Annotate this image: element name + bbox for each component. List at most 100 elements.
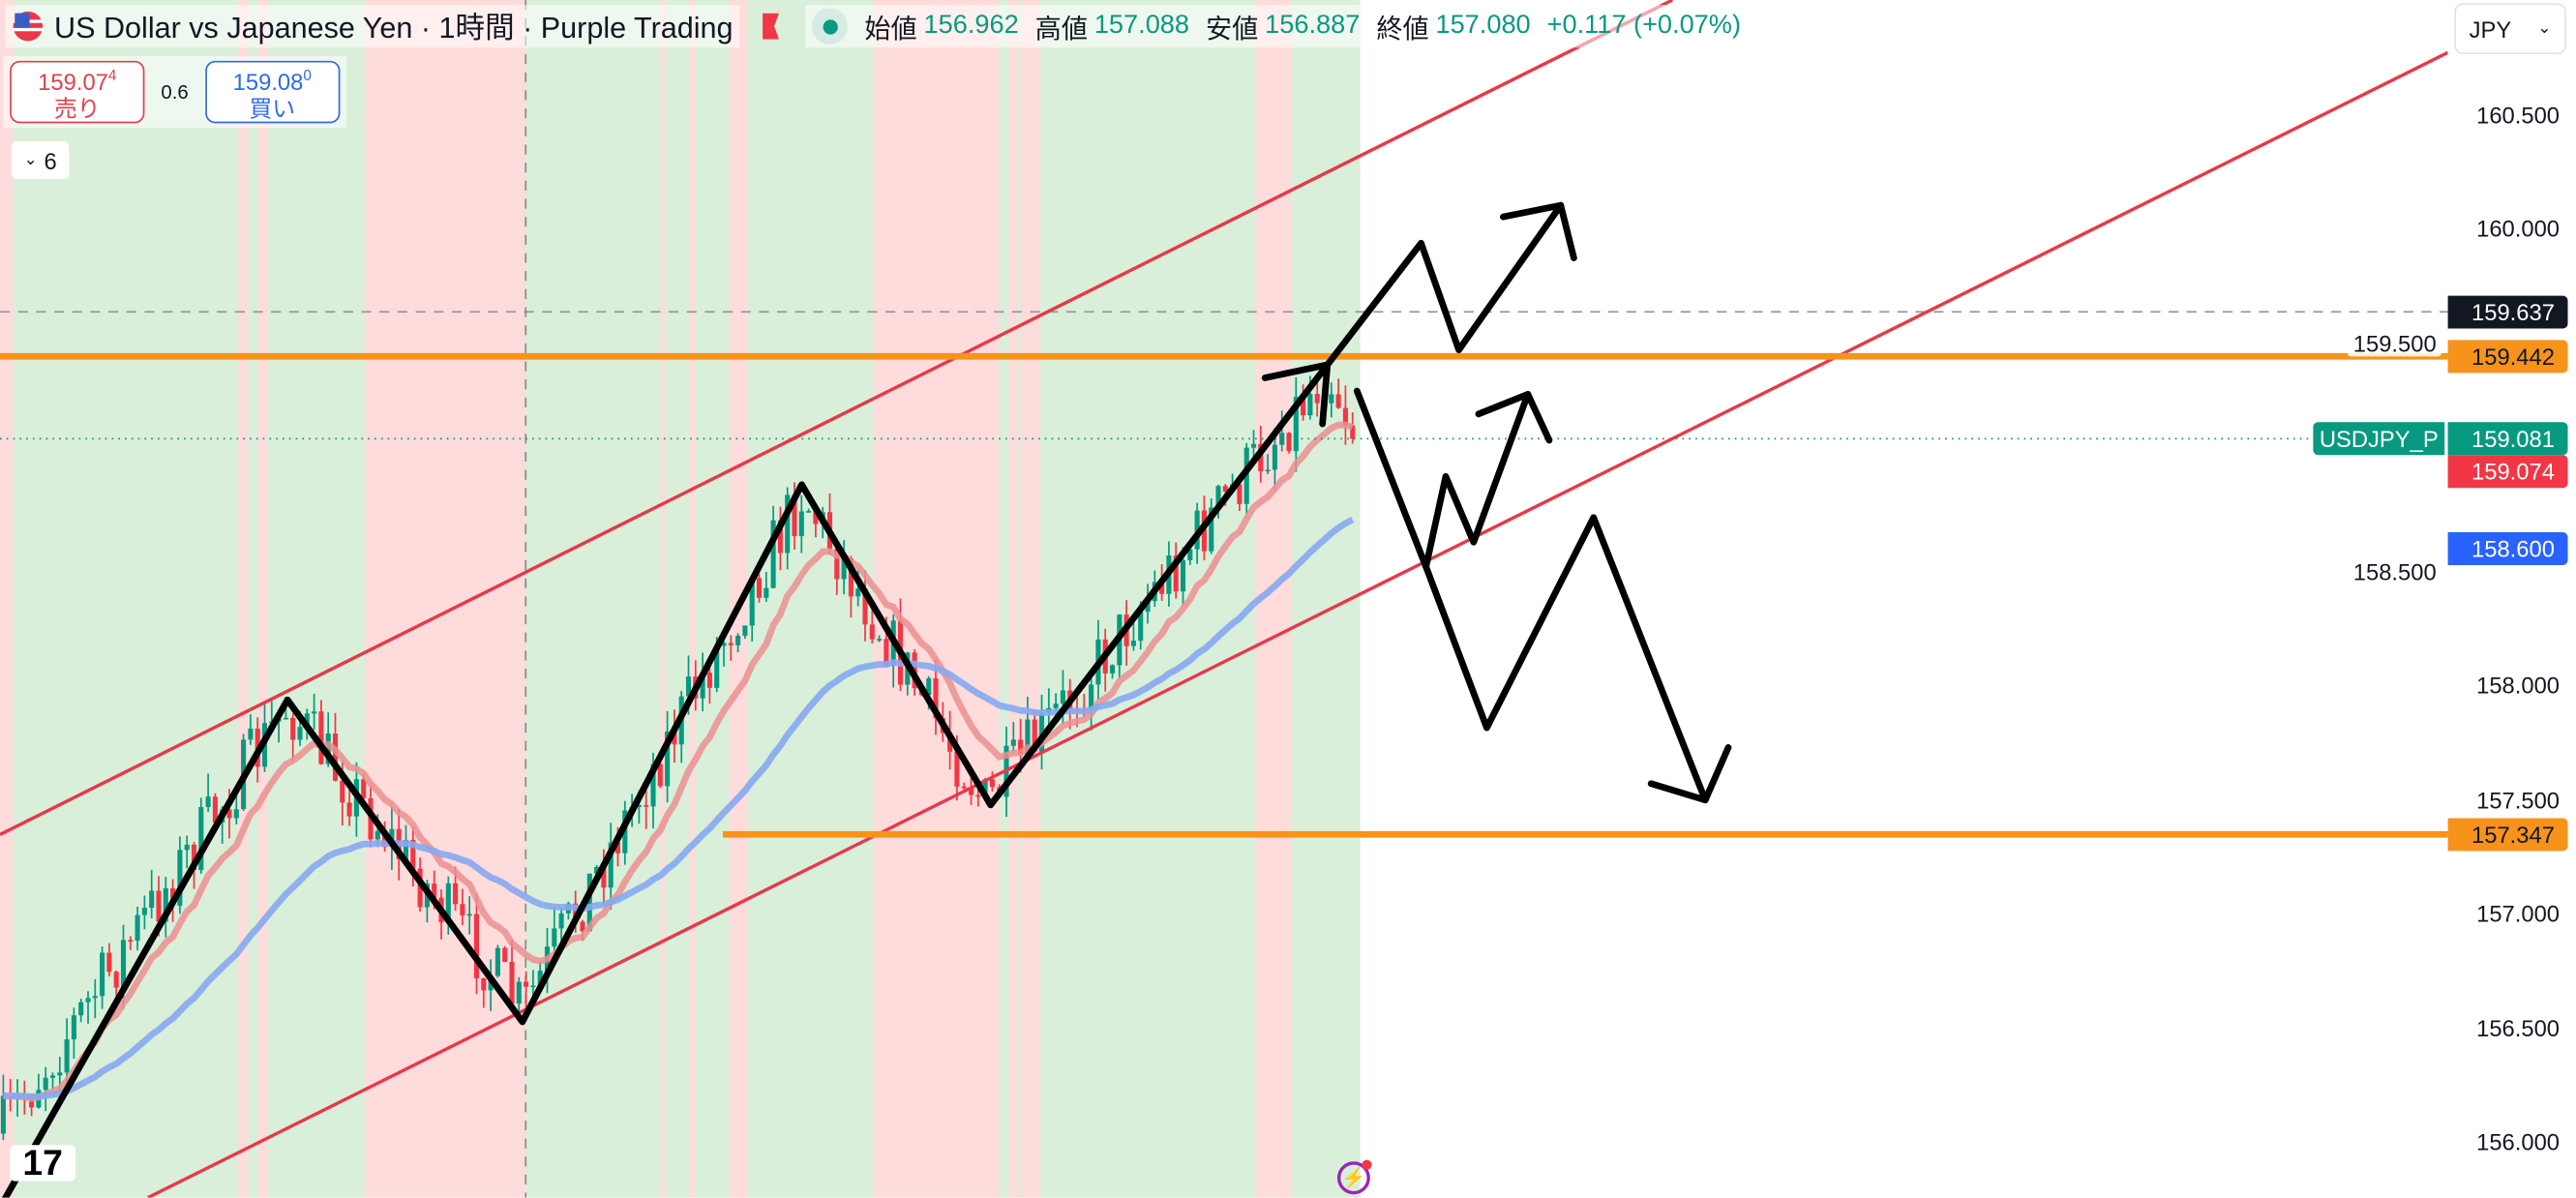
price-tick: 158.500	[2348, 557, 2441, 584]
high-value: 157.088	[1093, 11, 1190, 40]
session-background-red	[729, 0, 748, 1198]
candle-down	[884, 639, 889, 667]
us-flag-icon	[13, 11, 44, 42]
symbol-title-panel[interactable]: US Dollar vs Japanese Yen · 1時間 · Purple…	[5, 5, 740, 48]
candle-up	[516, 981, 522, 1004]
candle-down	[1314, 394, 1320, 404]
indicators-toggle-button[interactable]: ⌄ 6	[11, 141, 70, 180]
candle-down	[1286, 433, 1292, 452]
currency-value: JPY	[2469, 15, 2512, 43]
session-background-red	[1008, 0, 1019, 1198]
candle-up	[325, 734, 331, 764]
session-background-red	[874, 0, 1000, 1198]
price-label-ma-slow: 158.600	[2447, 531, 2568, 565]
price-axis-background	[2447, 0, 2576, 1198]
candle-up	[1025, 719, 1031, 755]
candle-up	[1138, 612, 1144, 642]
price-label-resistance: 159.442	[2447, 340, 2568, 374]
candle-down	[460, 904, 465, 915]
moving-average-slow	[3, 516, 1355, 1100]
candle-down	[862, 588, 868, 625]
candle-down	[509, 961, 515, 1004]
high-label: 高値	[1034, 15, 1089, 45]
symbol-price-label: USDJPY_P	[2313, 422, 2445, 456]
candle-down	[706, 673, 712, 688]
candle-down	[792, 494, 797, 537]
candle-down	[332, 734, 339, 781]
candle-up	[135, 914, 140, 942]
open-value: 156.962	[923, 11, 1019, 40]
candle-down	[954, 751, 960, 787]
candle-up	[57, 1072, 63, 1076]
ohlc-values: 始値 156.962 高値 157.088 安値 156.887 終値 157.080 …	[805, 5, 1757, 48]
price-tick: 160.000	[2476, 216, 2561, 243]
candle-up	[0, 1095, 6, 1134]
candle-up	[78, 1002, 84, 1016]
buy-label: 買い	[249, 95, 296, 122]
candle-up	[855, 588, 861, 597]
candle-down	[481, 978, 487, 991]
candle-up	[749, 578, 755, 626]
sell-button[interactable]: 159.074 売り	[10, 60, 145, 124]
candle-down	[382, 830, 388, 848]
candle-up	[1215, 486, 1221, 508]
market-status-icon[interactable]	[812, 8, 849, 45]
buy-button[interactable]: 159.080 買い	[204, 60, 340, 124]
candle-down	[156, 890, 162, 922]
candle-down	[580, 921, 585, 932]
candle-up	[622, 810, 628, 854]
session-background-red	[0, 0, 14, 1198]
candle-up	[205, 796, 211, 808]
price-tick: 157.500	[2476, 786, 2561, 813]
flag-icon[interactable]	[763, 13, 780, 40]
candle-up	[283, 717, 288, 720]
candle-up	[764, 587, 769, 598]
candle-down	[128, 940, 134, 943]
tradingview-logo[interactable]: 17	[10, 1142, 76, 1183]
candle-up	[1187, 549, 1193, 560]
candle-up	[92, 996, 98, 999]
low-label: 安値	[1206, 15, 1259, 45]
candle-up	[770, 520, 776, 588]
candle-up	[141, 908, 147, 915]
candle-up	[1307, 394, 1313, 416]
candle-down	[1258, 443, 1264, 472]
candle-down	[573, 903, 579, 922]
candle-down	[1018, 739, 1024, 755]
candle-up	[184, 844, 190, 851]
candle-up	[721, 643, 727, 646]
candle-up	[877, 639, 883, 641]
session-background-red	[238, 0, 249, 1198]
price-label-bid: 159.074	[2447, 455, 2568, 489]
candle-down	[318, 711, 324, 764]
price-label-support: 157.347	[2447, 818, 2568, 852]
candle-up	[100, 952, 105, 997]
candle-up	[149, 890, 155, 909]
candle-up	[537, 971, 543, 986]
candle-up	[841, 557, 847, 580]
candle-down	[1032, 719, 1037, 753]
currency-select[interactable]: JPY ⌄	[2454, 3, 2566, 55]
candle-down	[340, 780, 345, 803]
session-background-red	[257, 0, 268, 1198]
candle-up	[1293, 397, 1299, 452]
candle-up	[1209, 507, 1214, 552]
candle-up	[1038, 711, 1045, 753]
candle-down	[226, 809, 232, 819]
candle-up	[1180, 559, 1186, 592]
price-tick: 159.500	[2348, 329, 2441, 357]
candle-down	[106, 952, 112, 973]
candle-up	[49, 1075, 56, 1078]
price-tick: 160.500	[2476, 102, 2561, 129]
candle-up	[198, 807, 204, 871]
candle-down	[961, 786, 967, 789]
candle-down	[1222, 486, 1228, 492]
candle-up	[806, 511, 812, 513]
candle-up	[445, 883, 451, 923]
candle-up	[700, 673, 705, 699]
candle-down	[453, 883, 459, 905]
candle-up	[163, 888, 168, 922]
session-background-red	[364, 0, 526, 1198]
lightning-icon[interactable]: ⚡	[1336, 1159, 1372, 1195]
